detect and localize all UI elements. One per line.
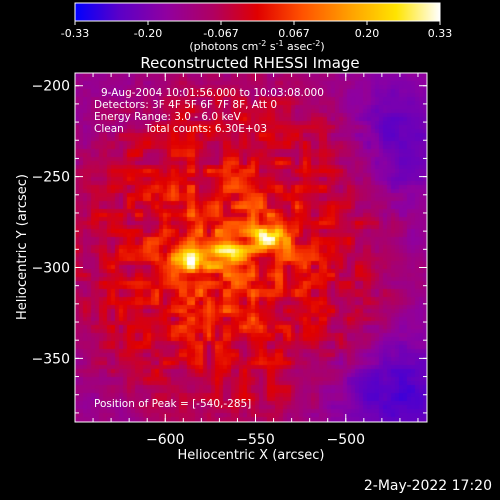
annotation-algorithm: Clean	[94, 123, 124, 135]
colorbar	[74, 2, 441, 22]
x-tick-label: −550	[236, 432, 274, 448]
y-axis-ticks	[75, 85, 427, 414]
annotation-block: 9-Aug-2004 10:01:56.000 to 10:03:08.000 …	[94, 87, 324, 410]
annotation-energy-range: Energy Range: 3.0 - 6.0 keV	[94, 111, 242, 123]
y-tick-label: −200	[32, 79, 70, 95]
colorbar-tick-labels: -0.33 -0.20 -0.067 0.067 0.20 0.33	[61, 27, 452, 40]
colorbar-ticks	[74, 21, 441, 25]
annotation-total-counts: Total counts: 6.30E+03	[144, 123, 267, 135]
heatmap-image	[75, 73, 427, 422]
annotation-time-range: 9-Aug-2004 10:01:56.000 to 10:03:08.000	[101, 87, 324, 99]
x-axis-label: Heliocentric X (arcsec)	[178, 448, 325, 463]
x-tick-labels: −600 −550 −500	[146, 432, 365, 448]
y-tick-label: −300	[32, 260, 70, 276]
colorbar-tick-label: -0.20	[134, 27, 162, 40]
plot-timestamp: 2-May-2022 17:20	[363, 478, 492, 494]
x-tick-label: −500	[327, 432, 365, 448]
y-tick-labels: −200 −250 −300 −350	[32, 79, 70, 368]
y-axis-label: Heliocentric Y (arcsec)	[15, 174, 30, 320]
colorbar-tick-label: -0.33	[61, 27, 89, 40]
colorbar-tick-label: 0.20	[355, 27, 380, 40]
x-axis-ticks	[74, 73, 419, 422]
colorbar-units: (photons cm-2 s-1 asec-2)	[189, 39, 324, 53]
colorbar-tick-label: -0.067	[203, 27, 238, 40]
annotation-peak-position: Position of Peak = [-540,-285]	[94, 398, 251, 410]
y-tick-label: −250	[32, 170, 70, 186]
colorbar-tick-label: 0.067	[278, 27, 310, 40]
chart-title: Reconstructed RHESSI Image	[140, 54, 359, 72]
y-tick-label: −350	[32, 351, 70, 367]
annotation-detectors: Detectors: 3F 4F 5F 6F 7F 8F, Att 0	[94, 99, 277, 111]
colorbar-tick-label: 0.33	[428, 27, 453, 40]
x-tick-label: −600	[146, 432, 184, 448]
plot-frame	[74, 72, 428, 423]
